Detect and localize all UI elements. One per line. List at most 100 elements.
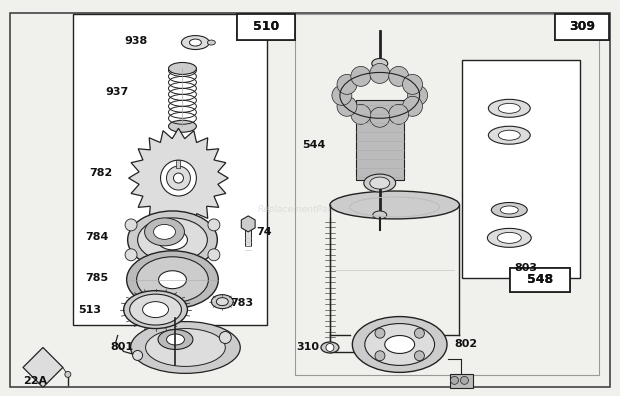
Ellipse shape [364, 174, 396, 192]
Circle shape [389, 67, 409, 86]
Circle shape [402, 96, 422, 116]
Circle shape [337, 74, 357, 94]
Bar [510, 268, 570, 292]
Ellipse shape [190, 39, 202, 46]
Circle shape [451, 376, 458, 385]
Ellipse shape [500, 206, 518, 214]
Ellipse shape [211, 295, 233, 308]
Ellipse shape [352, 316, 447, 372]
Circle shape [332, 86, 352, 105]
Ellipse shape [154, 225, 175, 239]
Text: 783: 783 [230, 298, 254, 308]
Bar [73, 13, 267, 325]
Circle shape [326, 343, 334, 352]
Ellipse shape [498, 130, 520, 140]
Circle shape [402, 74, 422, 94]
Ellipse shape [144, 218, 184, 246]
Text: 544: 544 [303, 140, 326, 150]
Text: 513: 513 [78, 305, 100, 314]
Text: 510: 510 [253, 20, 279, 33]
Circle shape [414, 351, 425, 361]
Bar [177, 160, 180, 168]
Circle shape [219, 331, 231, 343]
Bar [246, 224, 251, 246]
Ellipse shape [167, 166, 190, 190]
Ellipse shape [161, 160, 197, 196]
Text: 938: 938 [125, 36, 148, 46]
Bar [463, 61, 580, 278]
Ellipse shape [159, 271, 187, 289]
Ellipse shape [128, 211, 218, 269]
Ellipse shape [489, 126, 530, 144]
Bar [450, 374, 474, 388]
Ellipse shape [370, 177, 390, 189]
Ellipse shape [492, 202, 527, 217]
Ellipse shape [136, 257, 208, 303]
Ellipse shape [126, 251, 218, 308]
Ellipse shape [143, 302, 169, 318]
Text: ReplacementParts.com: ReplacementParts.com [258, 206, 362, 215]
Circle shape [408, 86, 428, 105]
Circle shape [125, 249, 137, 261]
Text: 22A: 22A [23, 376, 47, 386]
Circle shape [133, 350, 143, 360]
Circle shape [208, 219, 220, 231]
Circle shape [65, 371, 71, 377]
Ellipse shape [372, 59, 388, 69]
Circle shape [375, 328, 385, 338]
Circle shape [337, 96, 357, 116]
Text: 74: 74 [256, 227, 272, 237]
Polygon shape [241, 216, 255, 232]
Ellipse shape [138, 218, 207, 262]
Circle shape [351, 105, 371, 124]
Circle shape [414, 328, 425, 338]
Ellipse shape [174, 173, 184, 183]
Text: 510: 510 [253, 20, 279, 33]
Text: 802: 802 [454, 339, 477, 350]
Ellipse shape [497, 232, 521, 243]
Circle shape [370, 63, 390, 84]
Text: 801: 801 [110, 343, 134, 352]
Bar [356, 100, 404, 180]
Ellipse shape [169, 120, 197, 132]
Ellipse shape [123, 291, 187, 329]
Bar [295, 13, 599, 375]
Ellipse shape [216, 298, 228, 306]
Ellipse shape [182, 36, 210, 50]
Ellipse shape [487, 228, 531, 248]
Ellipse shape [321, 342, 339, 353]
Circle shape [208, 249, 220, 261]
Text: 309: 309 [569, 20, 595, 33]
Ellipse shape [146, 329, 225, 366]
Circle shape [351, 67, 371, 86]
Text: 548: 548 [527, 273, 553, 286]
Text: 937: 937 [105, 88, 128, 97]
Ellipse shape [385, 335, 415, 354]
Text: 782: 782 [89, 168, 113, 178]
Ellipse shape [157, 230, 187, 250]
Ellipse shape [498, 103, 520, 113]
Ellipse shape [130, 294, 182, 325]
Text: 784: 784 [86, 232, 108, 242]
Circle shape [375, 351, 385, 361]
Bar [510, 268, 570, 292]
Ellipse shape [158, 329, 193, 349]
Text: 785: 785 [86, 273, 108, 283]
Ellipse shape [489, 99, 530, 117]
Ellipse shape [169, 63, 197, 74]
Bar [237, 13, 295, 40]
Ellipse shape [167, 334, 184, 345]
Bar [555, 13, 609, 40]
Bar [237, 13, 295, 40]
Ellipse shape [207, 40, 215, 45]
Ellipse shape [330, 191, 459, 219]
Text: 548: 548 [527, 273, 553, 286]
Text: 310: 310 [296, 343, 319, 352]
Text: 309: 309 [569, 20, 595, 33]
Polygon shape [23, 347, 63, 387]
Polygon shape [128, 128, 228, 228]
Circle shape [125, 219, 137, 231]
Ellipse shape [365, 324, 435, 366]
Circle shape [370, 107, 390, 127]
Ellipse shape [131, 322, 240, 373]
